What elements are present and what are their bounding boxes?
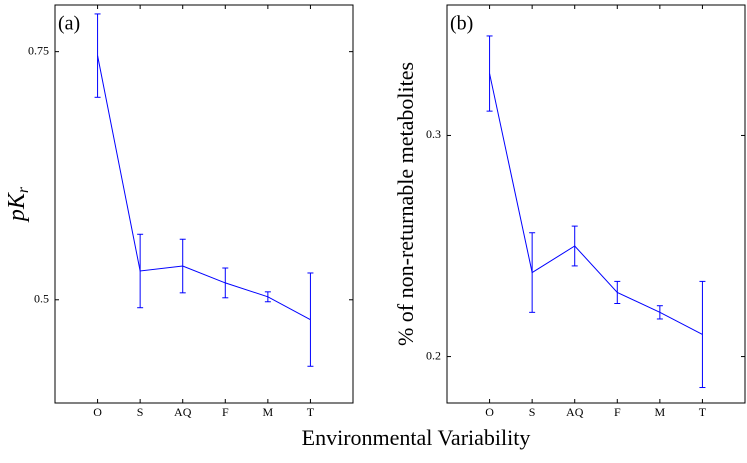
- error-bar: [571, 225, 578, 267]
- error-bar: [529, 232, 536, 313]
- y-axis-label: % of non-returnable metabolites: [393, 62, 418, 346]
- x-tick-label: S: [529, 405, 536, 419]
- panel-label: (b): [450, 13, 473, 35]
- error-bar: [486, 35, 493, 112]
- x-tick-label: O: [93, 405, 102, 419]
- y-axis-label: pKr: [4, 186, 32, 223]
- y-axis-label-main: pK: [4, 191, 30, 223]
- error-bar: [222, 267, 229, 299]
- x-tick-label: AQ: [566, 405, 584, 419]
- x-tick-label: M: [263, 405, 274, 419]
- x-tick-label: S: [137, 405, 144, 419]
- x-tick-label: F: [222, 405, 229, 419]
- error-bar: [94, 13, 101, 98]
- error-bar: [137, 233, 144, 309]
- plot-frame: [54, 4, 354, 404]
- x-tick-label: AQ: [174, 405, 192, 419]
- x-tick-label: T: [307, 405, 315, 419]
- y-tick-label: 0.75: [28, 43, 49, 57]
- error-bar: [614, 280, 621, 304]
- plot-frame: [446, 4, 746, 404]
- error-bar: [179, 238, 186, 294]
- series-line: [489, 73, 703, 335]
- y-tick-label: 0.2: [426, 348, 441, 362]
- y-axis-label-sub: r: [15, 186, 32, 193]
- panel-label: (a): [58, 13, 80, 35]
- y-tick-label: 0.5: [34, 292, 49, 306]
- error-bar: [699, 280, 706, 389]
- y-tick-label: 0.3: [426, 127, 441, 141]
- x-axis-label: Environmental Variability: [302, 425, 531, 450]
- series-line: [97, 55, 311, 321]
- x-tick-label: M: [655, 405, 666, 419]
- x-tick-label: T: [699, 405, 707, 419]
- error-bar: [264, 291, 271, 303]
- error-bar: [307, 272, 314, 367]
- x-tick-label: F: [614, 405, 621, 419]
- error-bar: [656, 305, 663, 320]
- x-tick-label: O: [485, 405, 494, 419]
